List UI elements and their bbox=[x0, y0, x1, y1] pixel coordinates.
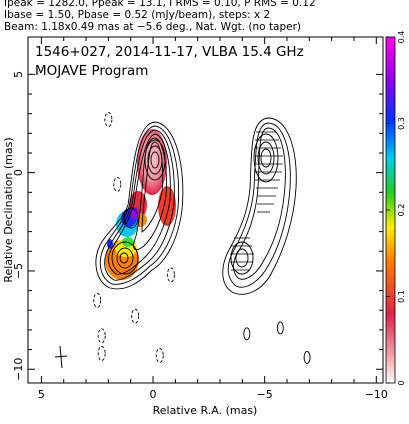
south-component-edge bbox=[107, 239, 113, 249]
y-tick-label: 5 bbox=[12, 71, 25, 78]
polarization-isolated-contour bbox=[303, 350, 311, 364]
polarization-ticks bbox=[230, 131, 283, 271]
knot-emission-inner bbox=[129, 207, 139, 219]
isolated-contour bbox=[131, 308, 140, 324]
polarization-isolated-contours bbox=[243, 321, 311, 364]
plot-frame bbox=[27, 36, 384, 384]
x-tick-label: −5 bbox=[257, 388, 273, 401]
y-tick-label: −5 bbox=[12, 263, 25, 279]
isolated-contour bbox=[155, 348, 164, 363]
header-line-3: Beam: 1.18x0.49 mas at −5.6 deg., Nat. W… bbox=[4, 21, 302, 33]
x-axis-label: Relative R.A. (mas) bbox=[153, 404, 258, 417]
colorbar-tick-label: 0.4 bbox=[397, 31, 406, 44]
isolated-contour bbox=[104, 112, 113, 128]
y-axis-label: Relative Declination (mas) bbox=[2, 137, 15, 282]
polarization-vector-map bbox=[222, 117, 297, 295]
isolated-contour bbox=[97, 346, 106, 361]
axis-tick-labels: 5 0 −5 −10 5 0 −5 −10 bbox=[12, 71, 388, 401]
y-tick-label: −10 bbox=[12, 358, 25, 381]
colorbar: 0 0.1 0.2 0.3 0.4 bbox=[385, 31, 406, 386]
isolated-contour bbox=[166, 267, 175, 283]
isolated-contour bbox=[93, 292, 102, 308]
colorbar-tick-label: 0.3 bbox=[397, 117, 406, 130]
x-tick-label: 0 bbox=[150, 388, 157, 401]
colorbar-tick-label: 0.2 bbox=[397, 204, 406, 217]
header-line-1: Ipeak = 1282.0, Ppeak = 13.1, I RMS = 0.… bbox=[4, 0, 316, 9]
polarization-isolated-contour bbox=[243, 327, 251, 341]
map-plot-area: 5 0 −5 −10 5 0 −5 −10 1546+027, 2014-11-17, VLB… bbox=[2, 36, 388, 417]
intensity-contours bbox=[95, 121, 184, 290]
colorbar-gradient bbox=[386, 37, 395, 383]
beam-symbol bbox=[54, 345, 68, 369]
axis-ticks bbox=[28, 37, 383, 383]
x-tick-label: −10 bbox=[365, 388, 388, 401]
isolated-contours bbox=[93, 112, 175, 363]
y-tick-label: 0 bbox=[12, 169, 25, 176]
polarization-isolated-contour bbox=[276, 321, 284, 335]
isolated-contour bbox=[113, 176, 122, 192]
isolated-contour bbox=[97, 328, 106, 344]
map-subtitle: MOJAVE Program bbox=[35, 63, 148, 79]
colorbar-ticks: 0 0.1 0.2 0.3 0.4 bbox=[386, 31, 406, 386]
colorbar-tick-label: 0.1 bbox=[397, 290, 406, 303]
map-content bbox=[54, 112, 311, 369]
header-line-2: Ibase = 1.50, Pbase = 0.52 (mJy/beam), s… bbox=[4, 9, 271, 21]
map-title: 1546+027, 2014-11-17, VLBA 15.4 GHz bbox=[35, 44, 304, 60]
x-tick-label: 5 bbox=[38, 388, 45, 401]
colorbar-tick-label: 0 bbox=[397, 380, 406, 385]
